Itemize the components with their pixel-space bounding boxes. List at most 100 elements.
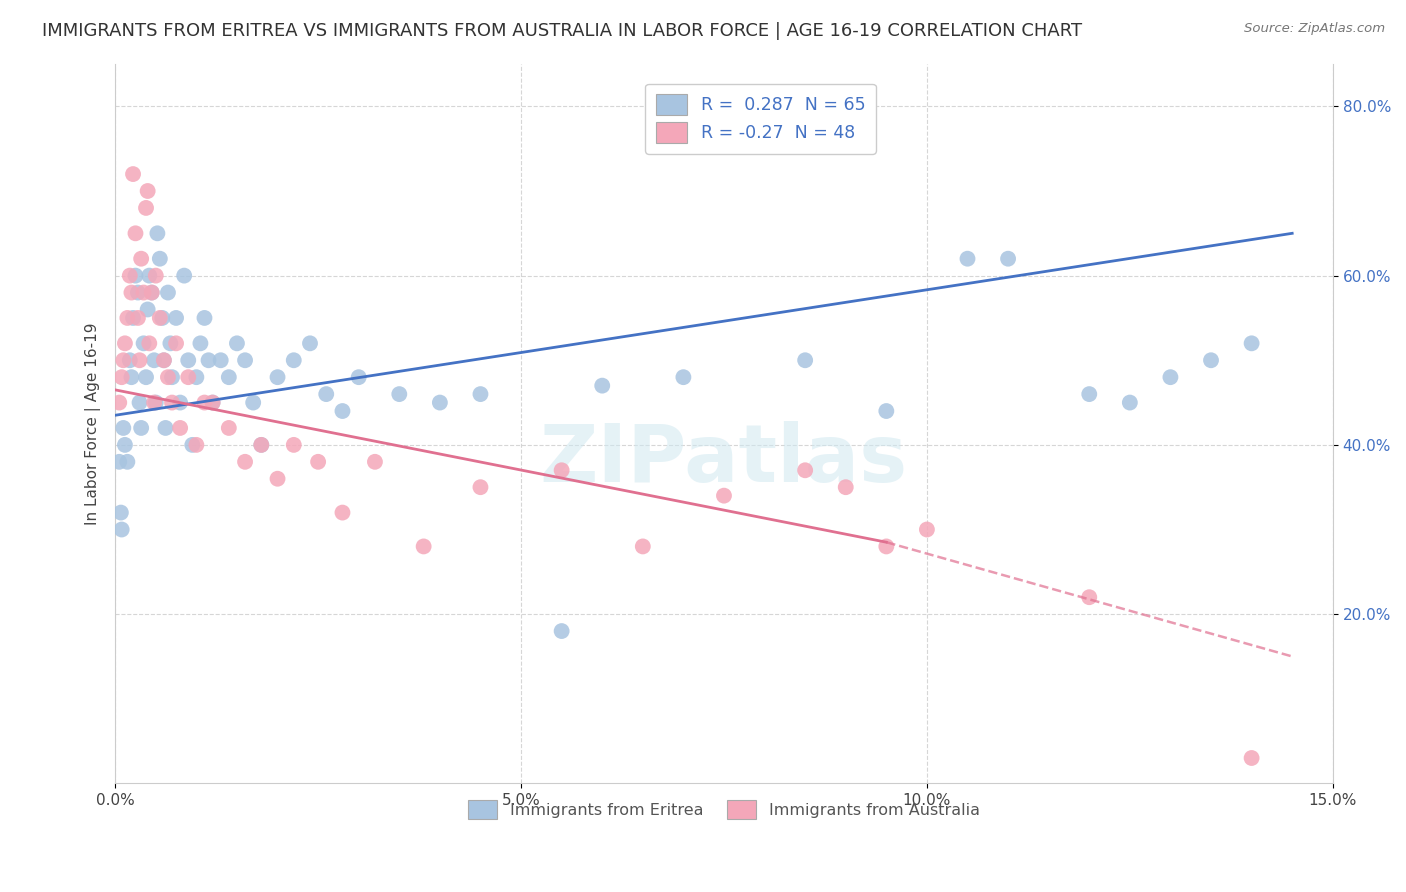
Point — [209, 353, 232, 368]
Point — [672, 370, 695, 384]
Point — [153, 353, 176, 368]
Point — [1159, 370, 1181, 384]
Point — [307, 455, 329, 469]
Point — [550, 624, 572, 638]
Point — [186, 438, 208, 452]
Point — [190, 336, 212, 351]
Point — [160, 370, 183, 384]
Y-axis label: In Labor Force | Age 16-19: In Labor Force | Age 16-19 — [86, 323, 101, 525]
Point — [283, 353, 305, 368]
Point — [332, 506, 354, 520]
Point — [266, 472, 288, 486]
Point — [1078, 591, 1101, 605]
Point — [429, 395, 451, 409]
Point — [875, 404, 897, 418]
Point — [108, 455, 131, 469]
Point — [835, 480, 858, 494]
Point — [110, 506, 132, 520]
Point — [111, 523, 134, 537]
Point — [218, 421, 240, 435]
Point — [177, 353, 200, 368]
Point — [149, 252, 172, 266]
Text: Source: ZipAtlas.com: Source: ZipAtlas.com — [1244, 22, 1385, 36]
Text: IMMIGRANTS FROM ERITREA VS IMMIGRANTS FROM AUSTRALIA IN LABOR FORCE | AGE 16-19 : IMMIGRANTS FROM ERITREA VS IMMIGRANTS FR… — [42, 22, 1083, 40]
Point — [112, 421, 135, 435]
Point — [122, 310, 145, 325]
Point — [165, 336, 187, 351]
Point — [470, 387, 492, 401]
Point — [111, 370, 134, 384]
Point — [155, 421, 177, 435]
Point — [118, 268, 141, 283]
Point — [117, 310, 139, 325]
Point — [550, 463, 572, 477]
Point — [128, 353, 150, 368]
Point — [233, 455, 256, 469]
Point — [132, 285, 155, 300]
Point — [159, 336, 181, 351]
Point — [1240, 751, 1263, 765]
Point — [146, 227, 169, 241]
Point — [201, 395, 224, 409]
Point — [128, 395, 150, 409]
Point — [120, 370, 142, 384]
Point — [129, 421, 152, 435]
Point — [915, 523, 938, 537]
Point — [197, 353, 219, 368]
Point — [713, 489, 735, 503]
Point — [145, 395, 167, 409]
Point — [218, 370, 240, 384]
Point — [165, 310, 187, 325]
Point — [150, 310, 173, 325]
Point — [794, 463, 817, 477]
Point — [143, 353, 166, 368]
Point — [138, 336, 160, 351]
Point — [160, 395, 183, 409]
Point — [169, 421, 191, 435]
Point — [332, 404, 354, 418]
Point — [135, 201, 157, 215]
Point — [283, 438, 305, 452]
Point — [149, 310, 172, 325]
Point — [201, 395, 224, 409]
Point — [135, 370, 157, 384]
Point — [250, 438, 273, 452]
Point — [127, 310, 149, 325]
Point — [186, 370, 208, 384]
Point — [136, 302, 159, 317]
Point — [153, 353, 176, 368]
Point — [412, 540, 434, 554]
Legend: Immigrants from Eritrea, Immigrants from Australia: Immigrants from Eritrea, Immigrants from… — [461, 794, 986, 826]
Point — [193, 395, 215, 409]
Point — [1240, 336, 1263, 351]
Point — [173, 268, 195, 283]
Point — [181, 438, 204, 452]
Point — [136, 184, 159, 198]
Point — [114, 336, 136, 351]
Point — [364, 455, 387, 469]
Point — [118, 353, 141, 368]
Point — [124, 268, 146, 283]
Point — [145, 268, 167, 283]
Point — [112, 353, 135, 368]
Point — [127, 285, 149, 300]
Point — [156, 370, 179, 384]
Point — [347, 370, 370, 384]
Point — [298, 336, 321, 351]
Point — [138, 268, 160, 283]
Point — [169, 395, 191, 409]
Point — [120, 285, 142, 300]
Point — [233, 353, 256, 368]
Point — [997, 252, 1019, 266]
Point — [875, 540, 897, 554]
Point — [956, 252, 979, 266]
Point — [117, 455, 139, 469]
Point — [250, 438, 273, 452]
Text: ZIPatlas: ZIPatlas — [540, 421, 908, 499]
Point — [591, 378, 613, 392]
Point — [132, 336, 155, 351]
Point — [388, 387, 411, 401]
Point — [177, 370, 200, 384]
Point — [129, 252, 152, 266]
Point — [1199, 353, 1222, 368]
